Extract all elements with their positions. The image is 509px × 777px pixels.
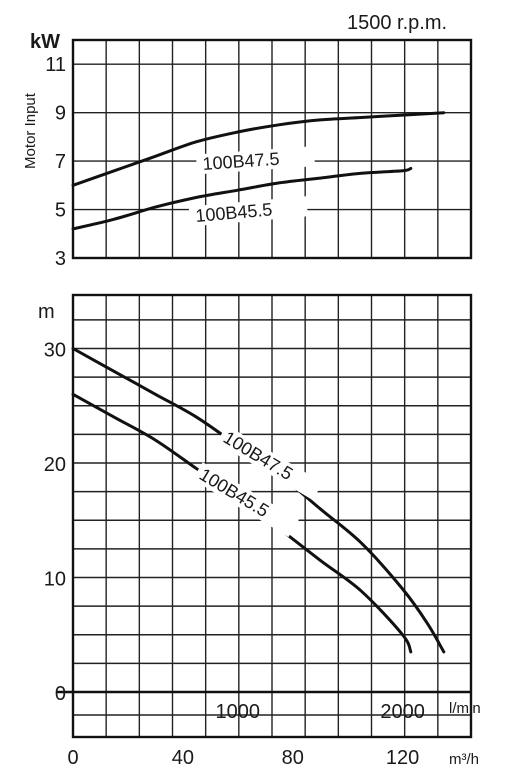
series-label-backdrop: [192, 462, 299, 538]
series-line-100B47.5: [71, 111, 446, 187]
x-tick-label-m3h: 120: [386, 747, 419, 769]
y-tick-label: 3: [55, 248, 66, 270]
series-label: 100B47.5: [220, 427, 296, 484]
plot-frame: [71, 38, 473, 260]
y-tick-label: 10: [44, 569, 66, 591]
x-unit-lmin: l/min: [449, 700, 481, 717]
series-label-backdrop: [188, 196, 308, 227]
series-line-100B45.5: [71, 392, 413, 654]
y-tick-label: 7: [55, 151, 66, 173]
x-tick-label-lmin: 2000: [380, 701, 425, 723]
motor-input-axis-label: Motor Input: [22, 92, 39, 169]
x-tick-label-m3h: 80: [282, 747, 304, 769]
head-unit: m: [38, 301, 55, 323]
series-label-backdrop: [195, 146, 316, 175]
plot-frame: [71, 293, 473, 739]
series-label: 100B45.5: [195, 199, 274, 226]
series-line-100B45.5: [71, 166, 413, 231]
y-tick-label: 20: [44, 454, 66, 476]
x-tick-label-m3h: 40: [172, 747, 194, 769]
series-label: 100B47.5: [202, 149, 280, 174]
speed-label: 1500 r.p.m.: [347, 12, 447, 34]
y-tick-label: 30: [44, 340, 66, 362]
series-label: 100B45.5: [196, 464, 272, 521]
x-unit-m3h: m³/h: [449, 751, 479, 768]
series-label-backdrop: [216, 425, 323, 501]
motor-input-chart: 100B47.5 100B45.5 3 5 7 9 11 kW Motor Input: [22, 31, 473, 270]
x-tick-label-lmin: 1000: [216, 701, 261, 723]
motor-input-unit: kW: [30, 31, 60, 53]
y-tick-label: 5: [55, 200, 66, 222]
x-tick-label-m3h: 0: [67, 747, 78, 769]
y-tick-label: 11: [45, 54, 66, 76]
y-tick-label: 9: [55, 103, 66, 125]
y-tick-label: 0: [55, 683, 66, 705]
